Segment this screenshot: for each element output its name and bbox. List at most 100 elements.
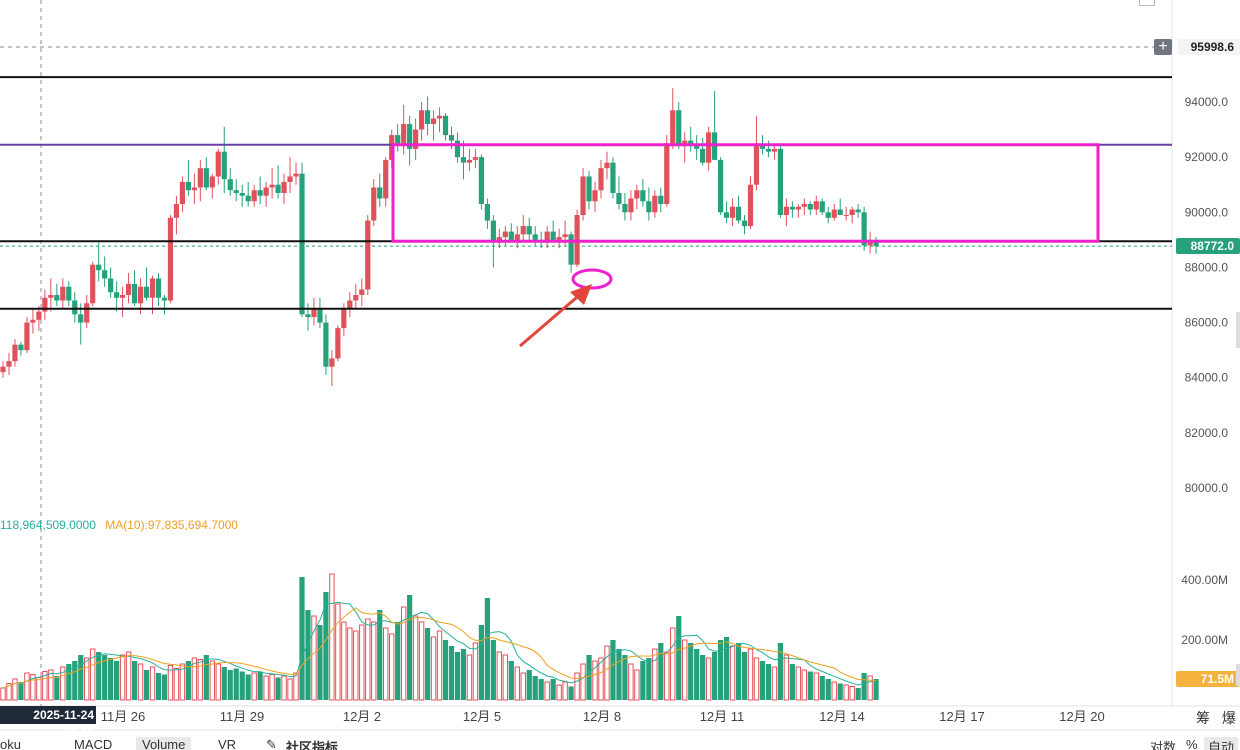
range-box [391,143,1100,243]
candle-body [143,286,150,298]
candle-body [706,132,712,163]
candle-body [729,206,736,218]
volume-bar [861,673,867,700]
drawn-horizontal-lines[interactable] [0,76,1172,310]
candle-body [484,204,490,221]
volume-bar [102,655,108,700]
candle-body [353,295,359,301]
candle-body [161,297,168,301]
volume-bar [430,636,437,701]
candle-body [311,308,317,318]
volume-bar [400,606,407,701]
tab-oku[interactable]: oku [0,737,21,750]
candle-body [520,226,526,235]
candle-body [843,215,849,217]
tab-volume[interactable]: Volume [136,737,192,750]
volume-bar [735,643,742,700]
candle-body [598,168,604,191]
edit-icon[interactable]: ✎ [266,737,277,750]
volume-axis-handle[interactable] [1236,664,1240,686]
volume-bar [538,679,544,700]
volume-bar [96,652,102,700]
candle-body [526,226,532,235]
candle-body [383,159,389,199]
volume-bar [664,651,670,701]
candle-body [424,110,431,125]
candle-body [281,181,287,193]
candle-body [514,234,520,240]
volume-bar [574,672,580,701]
volume-bar [496,651,503,701]
date-tick-label: 12月 20 [1059,709,1105,724]
candle-body [395,135,401,144]
tab-community-indicators[interactable]: 社区指标 [286,740,339,750]
candle-body [646,201,652,213]
volume-bar [765,664,772,700]
candle-body [66,286,72,301]
volume-bar [598,657,604,701]
screenshot-icon[interactable] [1139,0,1155,6]
volume-bar [245,674,251,700]
volume-bar [436,630,443,701]
volume-bar [544,681,550,701]
volume-bar [125,651,132,701]
candle-body [209,176,215,188]
price-axis[interactable]: 94000.0 92000.0 90000.0 88000.0 86000.0 84000… [1181,95,1228,647]
candle-body [586,176,592,202]
add-alert-button[interactable]: + [1154,39,1172,55]
percent-scale-button[interactable]: % [1186,737,1198,750]
price-axis-handle[interactable] [1236,312,1240,348]
volume-bar [263,675,269,701]
volume-bar [801,669,808,701]
date-tick-label: 12月 17 [939,709,985,724]
price-tick-label: 94000.0 [1185,95,1229,109]
candle-body [114,292,120,298]
candle-body [275,184,281,193]
candle-body [723,212,730,218]
volume-bar [317,625,323,700]
candle-body [652,195,658,213]
volume-bar [12,678,18,701]
candle-body [299,173,305,315]
date-tick-label: 12月 11 [700,709,745,724]
volume-bar [108,658,114,700]
crosshair-date-label: 2025-11-24 00:00 [0,706,96,740]
candle-body [616,192,622,205]
tab-macd[interactable]: MACD [74,737,113,750]
candle-body [819,201,825,213]
volume-bar [472,642,479,701]
candle-body [72,300,78,315]
volume-bar [550,679,556,700]
annotations[interactable] [391,143,1100,348]
candle-body [191,187,197,191]
volume-bar [305,610,311,700]
candle-body [96,264,102,271]
candle-body [36,311,42,320]
volume-bar [347,627,353,701]
volume-bar [640,661,646,700]
candle-body [490,220,496,243]
volume-bar [329,573,335,701]
tab-vr[interactable]: VR [218,737,237,750]
candle-body [694,146,700,149]
auto-scale-button[interactable]: 自动 [1204,737,1239,750]
volume-bar [114,661,120,700]
axis-controls[interactable]: 筹 爆 [1196,710,1240,726]
candle-body [329,358,335,367]
volume-bar [30,674,36,701]
candle-body [604,162,610,169]
volume-bar [299,577,305,700]
candle-body [413,129,419,149]
volume-bar [777,643,783,700]
log-scale-button[interactable]: 对数 [1150,740,1177,750]
volume-bar [867,675,873,701]
volume-bar [622,655,628,700]
volume-bar [849,686,855,701]
volume-bar [119,654,126,701]
volume-bar [407,595,413,700]
volume-bar [269,674,275,701]
time-axis[interactable]: 11月 26 11月 29 12月 2 12月 5 12月 8 12月 11 12月 14 1… [101,709,1105,724]
candle-body [807,204,813,210]
